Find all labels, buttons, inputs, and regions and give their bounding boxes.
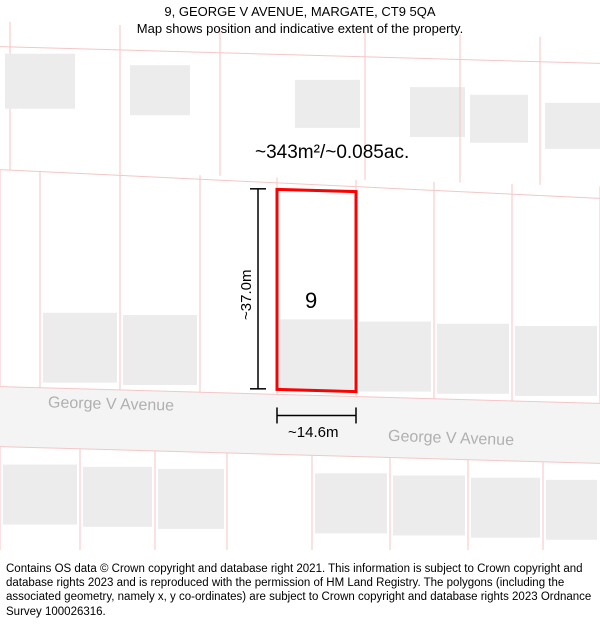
height-dimension-label: ~37.0m [238,270,255,320]
width-dimension-label: ~14.6m [288,424,338,441]
map-header: 9, GEORGE V AVENUE, MARGATE, CT9 5QA Map… [0,0,600,38]
house-number-label: 9 [305,288,317,314]
property-map [0,0,600,550]
road-label-left: George V Avenue [48,394,174,415]
copyright-footer: Contains OS data © Crown copyright and d… [0,558,600,625]
area-label: ~343m²/~0.085ac. [255,142,409,164]
map-title: 9, GEORGE V AVENUE, MARGATE, CT9 5QA [0,4,600,21]
map-subtitle: Map shows position and indicative extent… [0,21,600,38]
